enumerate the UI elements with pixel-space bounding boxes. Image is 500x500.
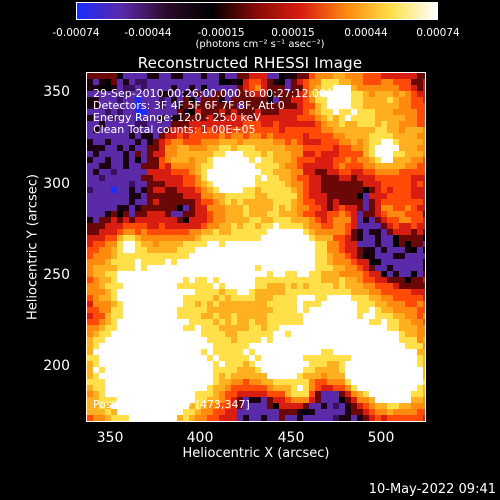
y-axis-label: Heliocentric Y (arcsec) — [25, 174, 41, 320]
x-tick-label: 400 — [186, 430, 214, 446]
y-tick-label: 200 — [43, 358, 70, 374]
peak-position-label: Position of Peak = [473,347] — [93, 398, 250, 411]
x-tick-label: 450 — [277, 430, 305, 446]
colorbar-tick-label: -0.00074 — [52, 27, 100, 39]
info-time-range: 29-Sep-2010 00:26:00.000 to 00:27:12.000 — [93, 87, 333, 100]
x-tick-label: 500 — [367, 430, 395, 446]
info-clean-counts: Clean Total counts: 1.00E+05 — [93, 123, 256, 136]
colorbar — [76, 2, 438, 20]
plot-title: Reconstructed RHESSI Image — [137, 54, 363, 72]
colorbar-unit-label: (photons cm⁻² s⁻¹ asec⁻²) — [195, 39, 325, 50]
info-detectors: Detectors: 3F 4F 5F 6F 7F 8F, Att 0 — [93, 99, 285, 112]
x-axis-label: Heliocentric X (arcsec) — [182, 446, 330, 461]
y-tick-label: 250 — [43, 267, 70, 283]
heatmap-image — [87, 73, 425, 421]
colorbar-tick-label: 0.00074 — [416, 27, 460, 39]
colorbar-tick-label: 0.00015 — [271, 27, 315, 39]
y-tick-label: 300 — [43, 176, 70, 192]
colorbar-tick-label: 0.00044 — [344, 27, 388, 39]
colorbar-tick-label: -0.00044 — [124, 27, 172, 39]
timestamp: 10-May-2022 09:41 — [368, 482, 496, 497]
y-tick-label: 350 — [43, 84, 70, 100]
colorbar-tick-label: -0.00015 — [197, 27, 245, 39]
x-tick-label: 350 — [96, 430, 124, 446]
rhessi-image-plot — [86, 72, 426, 422]
info-energy-range: Energy Range: 12.0 - 25.0 keV — [93, 111, 261, 124]
